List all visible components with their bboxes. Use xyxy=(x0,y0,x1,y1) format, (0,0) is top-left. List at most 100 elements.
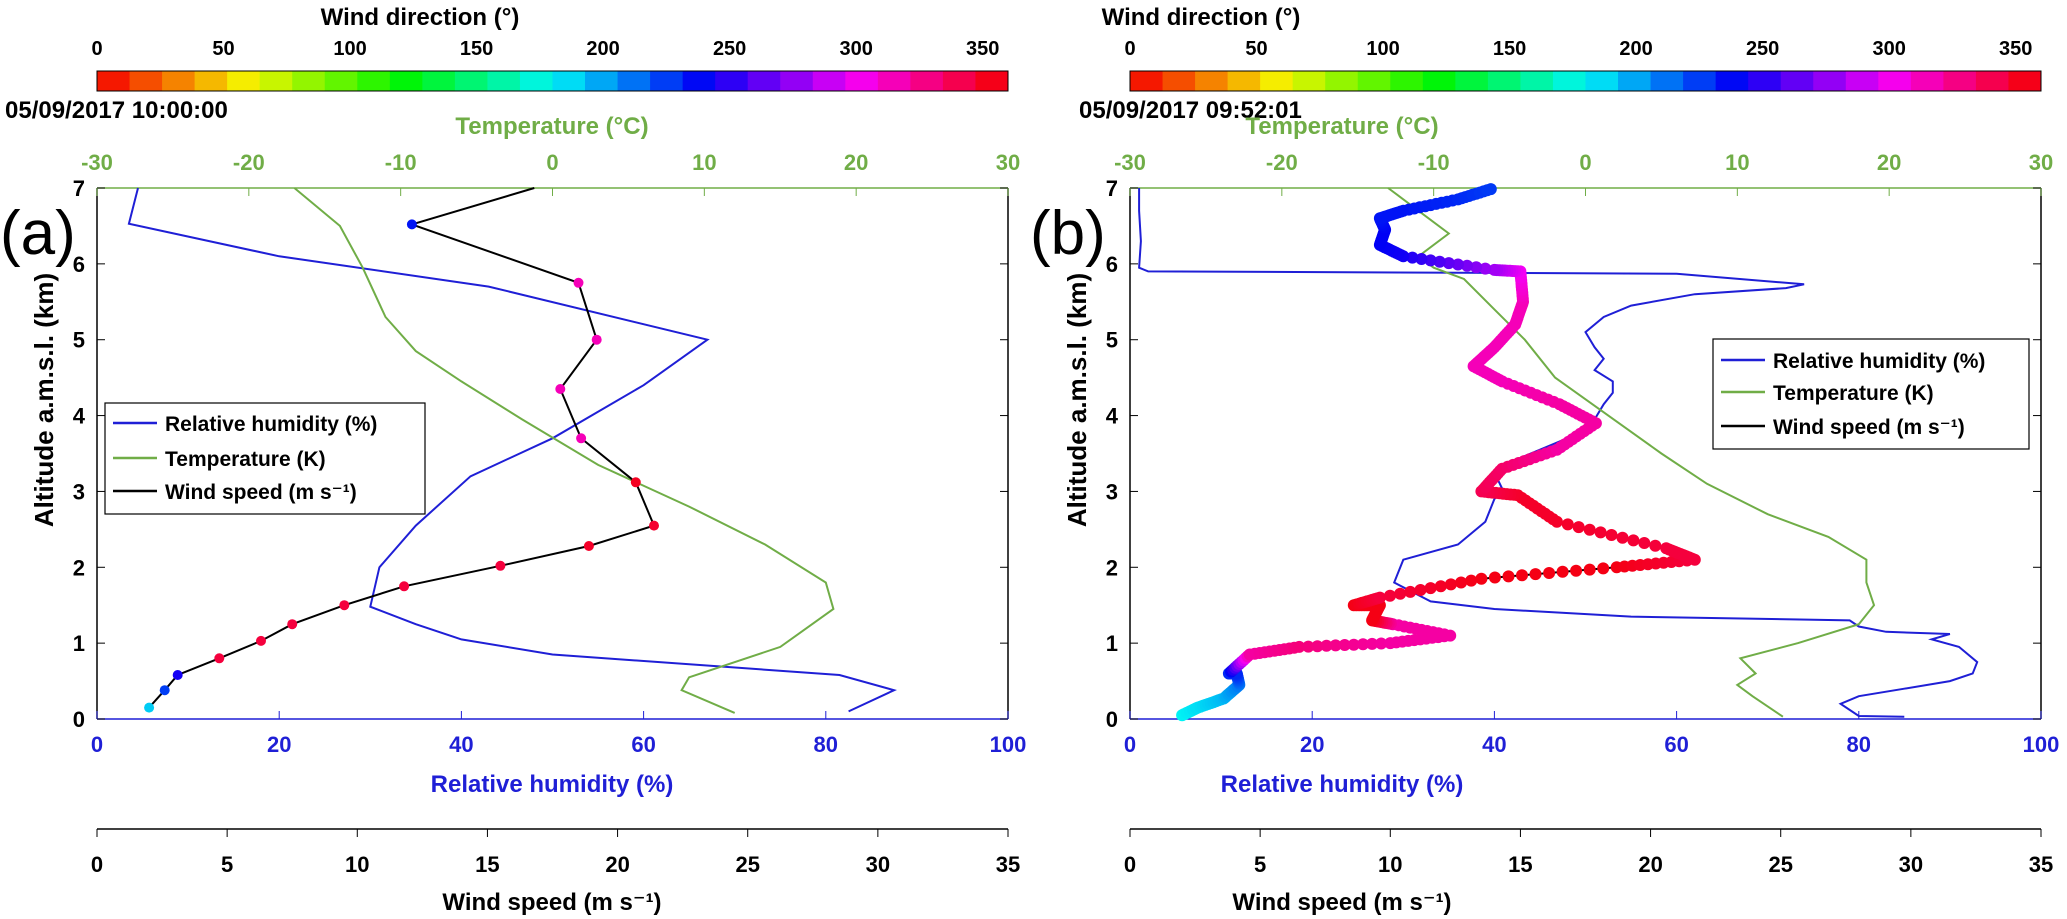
wind-point xyxy=(555,384,566,394)
rh-axis-label: Relative humidity (%) xyxy=(1221,771,1464,798)
wind-point xyxy=(495,560,506,571)
colorbar-segment xyxy=(585,71,619,91)
temperature-tick-label: -20 xyxy=(233,150,265,175)
colorbar-segment xyxy=(2008,71,2042,91)
colorbar-segment xyxy=(324,71,358,91)
wind-point xyxy=(1293,640,1306,653)
wind-speed-tick-label: 20 xyxy=(605,852,629,877)
colorbar-segment xyxy=(1943,71,1977,91)
temperature-tick-label: 10 xyxy=(1725,150,1749,175)
colorbar-segment xyxy=(877,71,911,91)
wind-point xyxy=(1394,587,1407,600)
colorbar-tick-label: 250 xyxy=(713,38,746,60)
colorbar-tick-label: 150 xyxy=(460,38,493,60)
axes: 0 1 2 3 4 5 6 7-30 -20 -10 0 10 20 30 0 20 40 60 80 100 0 5 10… xyxy=(73,150,1027,877)
panel-a: Wind direction (°) 0 50 100 150 200 250 300 350… xyxy=(0,4,1026,916)
temperature-tick-label: 30 xyxy=(2029,150,2053,175)
temperature-tick-label: -10 xyxy=(1418,150,1450,175)
colorbar-segment xyxy=(1715,71,1749,91)
colorbar-segment xyxy=(1585,71,1619,91)
y-axis-label: Altitude a.m.s.l. (km) xyxy=(1062,273,1092,527)
wind-point xyxy=(1605,529,1618,541)
colorbar-segment xyxy=(747,71,781,91)
colorbar-label: Wind direction (°) xyxy=(1102,4,1301,31)
colorbar-segment xyxy=(389,71,423,91)
wind-point xyxy=(1594,526,1607,539)
colorbar xyxy=(96,70,1009,92)
wind-speed-tick-label: 15 xyxy=(475,852,499,877)
colorbar-segment xyxy=(1845,71,1879,91)
axes: 0 1 2 3 4 5 6 7-30 -20 -10 0 10 20 30 0 20 40 60 80 100 0 5 10… xyxy=(1106,150,2060,877)
rh-tick-label: 20 xyxy=(1300,732,1324,757)
wind-point xyxy=(1470,261,1483,274)
legend-box xyxy=(1712,338,2030,450)
colorbar-tick-label: 300 xyxy=(839,38,872,60)
y-tick-label: 3 xyxy=(1106,479,1118,504)
rh-tick-label: 80 xyxy=(1847,732,1871,757)
temperature-tick-label: 0 xyxy=(546,150,558,175)
colorbar-tick-label: 350 xyxy=(1999,38,2032,60)
rh-tick-label: 80 xyxy=(814,732,838,757)
wind-point xyxy=(399,581,410,592)
wind-point xyxy=(1406,251,1419,264)
wind-point xyxy=(256,635,266,646)
wind-point xyxy=(630,477,641,488)
colorbar-segment xyxy=(227,71,261,91)
colorbar-tick-label: 0 xyxy=(91,38,102,60)
colorbar-tick-label: 100 xyxy=(333,38,366,60)
wind-speed-tick-label: 20 xyxy=(1638,852,1662,877)
temperature-axis-label: Temperature (°C) xyxy=(1245,113,1438,140)
y-tick-label: 0 xyxy=(73,707,85,732)
wind-point xyxy=(573,277,584,288)
colorbar-segment xyxy=(97,71,131,91)
panel-label: (a) xyxy=(0,199,76,268)
colorbar-segment xyxy=(1487,71,1521,91)
wind-point xyxy=(1616,531,1629,544)
y-tick-label: 7 xyxy=(73,176,85,201)
legend-box xyxy=(104,402,426,515)
temperature-tick-label: 20 xyxy=(844,150,868,175)
wind-point xyxy=(649,520,659,531)
colorbar-segment xyxy=(552,71,586,91)
wind-point xyxy=(1583,563,1596,576)
wind-point xyxy=(1433,255,1446,268)
panel-b: Wind direction (°) 0 50 100 150 200 250 300 350… xyxy=(1030,4,2059,916)
colorbar-tick-label: 0 xyxy=(1124,38,1135,60)
wind-point xyxy=(1302,640,1315,653)
wind-point xyxy=(1488,263,1501,276)
wind-point xyxy=(1465,574,1478,587)
colorbar-segment xyxy=(942,71,976,91)
wind-points xyxy=(144,219,659,713)
colorbar-segment xyxy=(1910,71,1944,91)
colorbar-segment xyxy=(1748,71,1782,91)
wind-point xyxy=(1404,585,1417,598)
wind-point xyxy=(583,541,594,551)
rh-tick-label: 0 xyxy=(1124,732,1136,757)
colorbar-segment xyxy=(1422,71,1456,91)
wind-point xyxy=(1424,254,1437,267)
colorbar-segment xyxy=(812,71,846,91)
colorbar-ticks: 0 50 100 150 200 250 300 350 xyxy=(91,38,999,75)
wind-point xyxy=(339,600,350,611)
wind-point xyxy=(1424,582,1437,595)
wind-point xyxy=(172,670,183,680)
colorbar-segment xyxy=(1390,71,1424,91)
wind-point xyxy=(1516,569,1528,582)
colorbar-frame xyxy=(96,70,1009,92)
legend-entry: Relative humidity (%) xyxy=(1773,350,1985,373)
colorbar-segment xyxy=(1618,71,1652,91)
wind-point xyxy=(1543,567,1556,579)
colorbar-segment xyxy=(1650,71,1684,91)
colorbar-segment xyxy=(975,71,1009,91)
rh-line xyxy=(127,187,897,713)
colorbar-segment xyxy=(422,71,456,91)
wind-speed-axis-label: Wind speed (m s⁻¹) xyxy=(1232,889,1451,916)
wind-point xyxy=(1627,534,1640,547)
colorbar-segment xyxy=(1683,71,1717,91)
legend-entry: Temperature (K) xyxy=(165,448,326,471)
wind-speed-tick-label: 30 xyxy=(866,852,890,877)
legend-entry: Wind speed (m s⁻¹) xyxy=(165,481,357,504)
wind-speed-tick-label: 30 xyxy=(1899,852,1923,877)
wind-point xyxy=(1479,262,1492,275)
